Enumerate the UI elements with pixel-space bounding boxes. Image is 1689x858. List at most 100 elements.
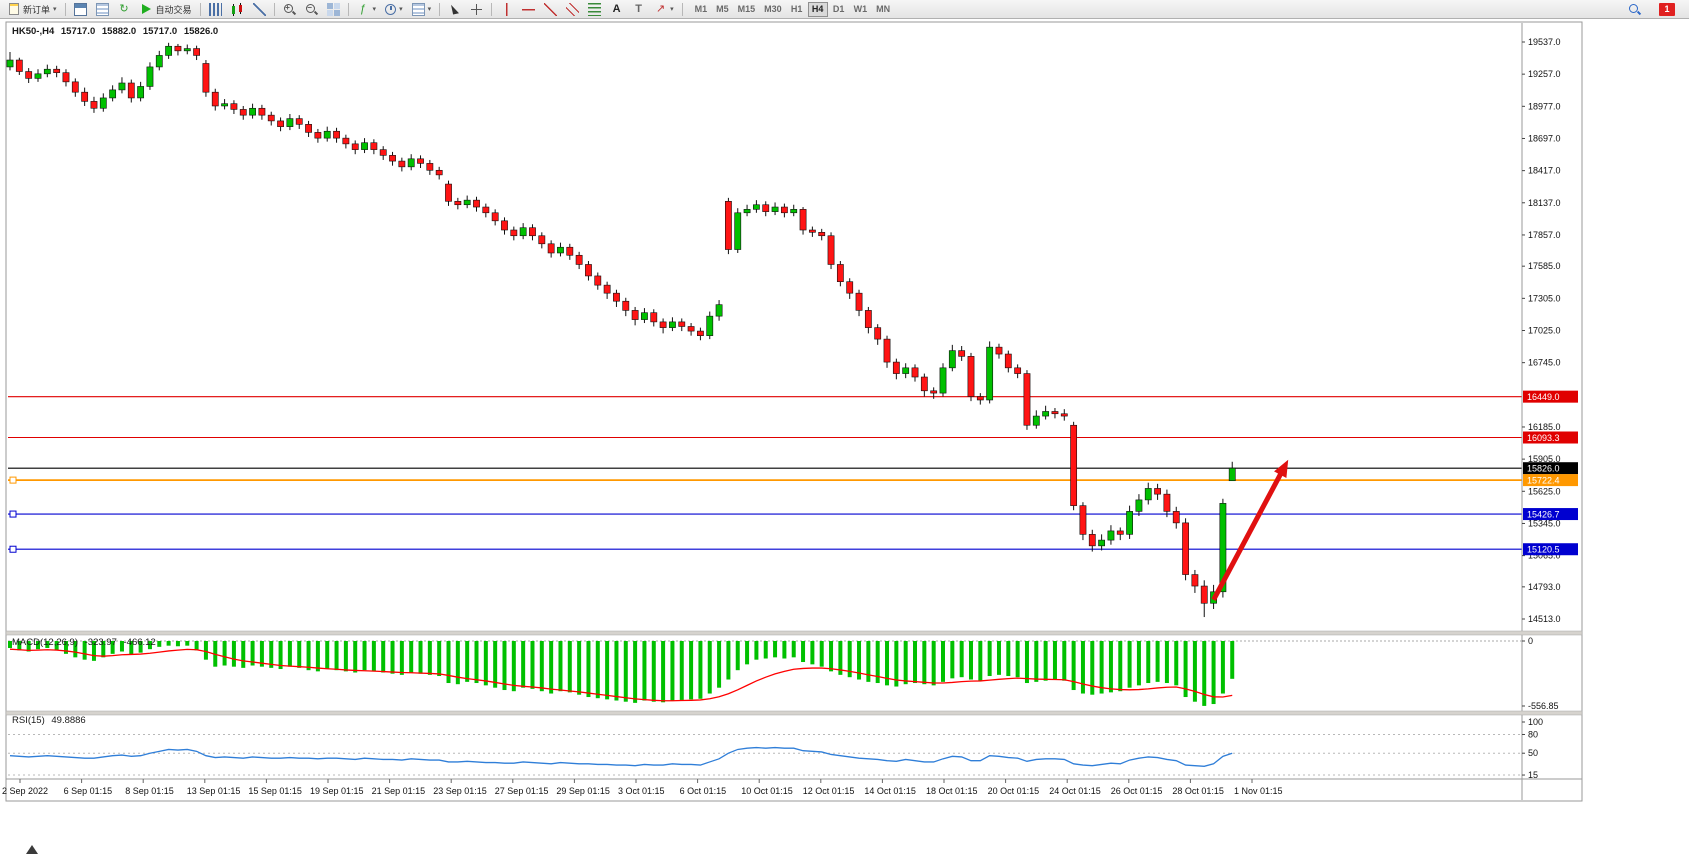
candlestick (230, 103, 238, 110)
low-value: 15717.0 (142, 26, 178, 37)
vertical-line-tool-button[interactable] (496, 1, 517, 18)
chevron-down-icon: ▾ (427, 5, 432, 13)
candlestick (808, 229, 816, 233)
time-label: 18 Oct 01:15 (926, 786, 978, 796)
timeframe-w1-button[interactable]: W1 (850, 2, 872, 17)
candlestick (547, 243, 555, 254)
price-chart[interactable]: 19537.0 19257.0 18977.0 18697.0 18417.0 18137… (0, 19, 1689, 858)
candlestick (118, 82, 126, 91)
bar-chart-type-button[interactable] (205, 1, 226, 18)
candlestick (958, 350, 966, 357)
candlestick (221, 103, 228, 107)
channel-icon (566, 2, 580, 16)
text-label-tool-button[interactable]: T (628, 1, 649, 18)
open-value: 15717.0 (60, 26, 96, 37)
timeframe-d1-button[interactable]: D1 (829, 2, 849, 17)
notification-badge[interactable]: 1 (1659, 2, 1675, 16)
refresh-icon: ↻ (119, 2, 129, 15)
candlestick (435, 169, 443, 176)
zoom-in-button[interactable]: + (279, 1, 300, 18)
timeframe-m5-button[interactable]: M5 (712, 2, 733, 17)
candlestick (529, 227, 536, 237)
timeframe-m15-button[interactable]: M15 (734, 2, 760, 17)
panel-resize-handle[interactable] (5, 630, 1583, 636)
profiles-button[interactable] (92, 1, 113, 18)
candlestick (631, 310, 639, 320)
cursor-tool-button[interactable] (444, 1, 465, 18)
timeframe-m30-button[interactable]: M30 (760, 2, 786, 17)
time-label: 3 Oct 01:15 (618, 786, 665, 796)
candlestick (752, 204, 760, 210)
periods-button[interactable]: ▾ (381, 1, 407, 18)
vertical-line-icon (500, 2, 514, 16)
line-anchor-handle[interactable] (9, 510, 17, 518)
candlestick (1107, 530, 1115, 541)
macd-signal-value: -466.12 (123, 637, 156, 648)
candlestick (193, 48, 200, 56)
candlestick (911, 367, 919, 378)
search-button[interactable] (1624, 1, 1645, 18)
timeframe-m1-button[interactable]: M1 (691, 2, 712, 17)
new-chart-button[interactable] (70, 1, 91, 18)
new-order-button[interactable]: 新订单 ▾ (4, 1, 61, 18)
horizontal-line-icon (522, 2, 536, 16)
candlestick (1098, 539, 1106, 547)
zoom-out-button[interactable]: − (301, 1, 322, 18)
timeframe-h1-button[interactable]: H1 (787, 2, 807, 17)
candlestick (1172, 511, 1180, 524)
horizontal-line-tool-button[interactable] (518, 1, 539, 18)
candlestick (641, 312, 648, 320)
candlestick (463, 199, 471, 206)
line-chart-type-button[interactable] (249, 1, 270, 18)
candlestick (1116, 530, 1124, 535)
trend-arrow-annotation[interactable] (1211, 459, 1289, 601)
refresh-button[interactable]: ↻ (114, 1, 135, 18)
svg-text:15905.0: 15905.0 (1528, 454, 1561, 464)
candlestick (71, 81, 79, 93)
candlestick (398, 160, 406, 168)
clock-icon (385, 3, 397, 15)
candlestick (267, 114, 275, 122)
chart-scroll-marker[interactable] (26, 845, 38, 854)
time-axis[interactable] (19, 779, 1253, 783)
candlestick (846, 281, 854, 294)
candlestick (305, 124, 312, 133)
candlestick (202, 63, 210, 93)
cursor-icon (448, 2, 461, 16)
arrows-tool-button[interactable]: ↗ ▾ (650, 1, 678, 18)
candlestick (771, 206, 779, 212)
candlestick (986, 346, 994, 401)
text-tool-button[interactable]: A (606, 1, 627, 18)
line-anchor-handle[interactable] (9, 545, 17, 553)
autotrading-icon (140, 3, 153, 16)
candlestick (1228, 467, 1236, 482)
candlestick-chart-type-button[interactable] (227, 1, 248, 18)
timeframe-mn-button[interactable]: MN (872, 2, 894, 17)
toolbar-separator (681, 2, 683, 16)
price-badge (1523, 431, 1578, 444)
candlestick (81, 91, 89, 102)
candlestick (127, 82, 135, 99)
channel-tool-button[interactable] (562, 1, 583, 18)
fibonacci-tool-button[interactable] (584, 1, 605, 18)
indicators-button[interactable]: ƒ ▾ (353, 1, 381, 18)
line-anchor-handle[interactable] (9, 476, 17, 484)
crosshair-tool-button[interactable] (466, 1, 487, 18)
time-label: 6 Oct 01:15 (680, 786, 727, 796)
svg-text:0: 0 (1528, 636, 1533, 646)
svg-text:18417.0: 18417.0 (1528, 166, 1561, 176)
time-label: 13 Sep 01:15 (187, 786, 241, 796)
chevron-down-icon: ▾ (670, 5, 674, 13)
panel-resize-handle[interactable] (5, 710, 1583, 716)
autotrading-button[interactable]: 自动交易 (136, 1, 196, 18)
svg-text:18137.0: 18137.0 (1528, 198, 1561, 208)
candlestick (389, 155, 396, 162)
svg-text:16449.0: 16449.0 (1527, 392, 1560, 402)
candlestick (1126, 511, 1133, 535)
templates-button[interactable]: ▾ (408, 1, 436, 18)
candlestick (678, 321, 686, 327)
trendline-tool-button[interactable] (540, 1, 561, 18)
svg-text:15: 15 (1528, 770, 1538, 780)
timeframe-h4-button[interactable]: H4 (807, 1, 828, 17)
tile-windows-button[interactable] (323, 1, 344, 18)
